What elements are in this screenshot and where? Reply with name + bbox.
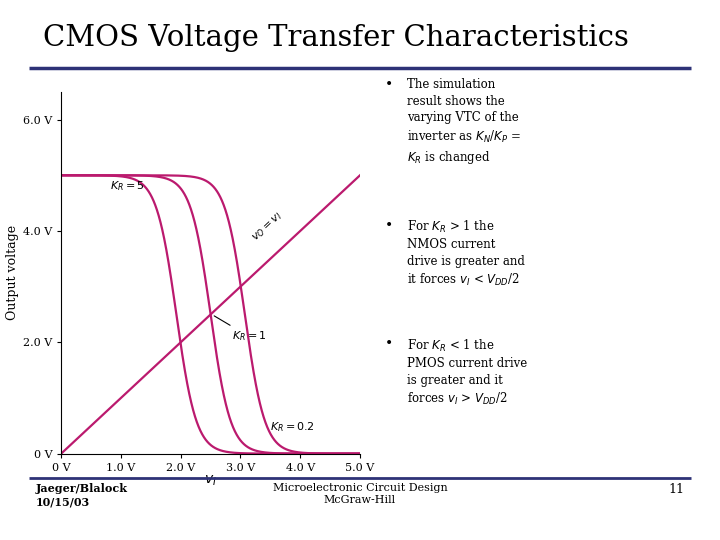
Text: $K_R = 1$: $K_R = 1$ (214, 316, 266, 343)
X-axis label: $v_I$: $v_I$ (204, 474, 217, 488)
Text: 11: 11 (668, 483, 684, 496)
Text: $K_R = 5$: $K_R = 5$ (110, 179, 145, 193)
Text: Jaeger/Blalock
10/15/03: Jaeger/Blalock 10/15/03 (36, 483, 128, 507)
Text: The simulation
result shows the
varying VTC of the
inverter as $K_N$/$K_P$ =
$K_: The simulation result shows the varying … (407, 78, 521, 166)
Text: For $K_R$ > 1 the
NMOS current
drive is greater and
it forces $v_I$ < $V_{DD}$/2: For $K_R$ > 1 the NMOS current drive is … (407, 219, 525, 288)
Text: CMOS Voltage Transfer Characteristics: CMOS Voltage Transfer Characteristics (43, 24, 629, 52)
Text: Microelectronic Circuit Design
McGraw-Hill: Microelectronic Circuit Design McGraw-Hi… (273, 483, 447, 505)
Text: For $K_R$ < 1 the
PMOS current drive
is greater and it
forces $v_I$ > $V_{DD}$/2: For $K_R$ < 1 the PMOS current drive is … (407, 338, 527, 407)
Y-axis label: Output voltage: Output voltage (6, 225, 19, 320)
Text: $K_R = 0.2$: $K_R = 0.2$ (271, 420, 315, 434)
Text: •: • (385, 219, 393, 233)
Text: •: • (385, 78, 393, 92)
Text: $v_O = v_I$: $v_O = v_I$ (250, 210, 285, 244)
Text: •: • (385, 338, 393, 352)
